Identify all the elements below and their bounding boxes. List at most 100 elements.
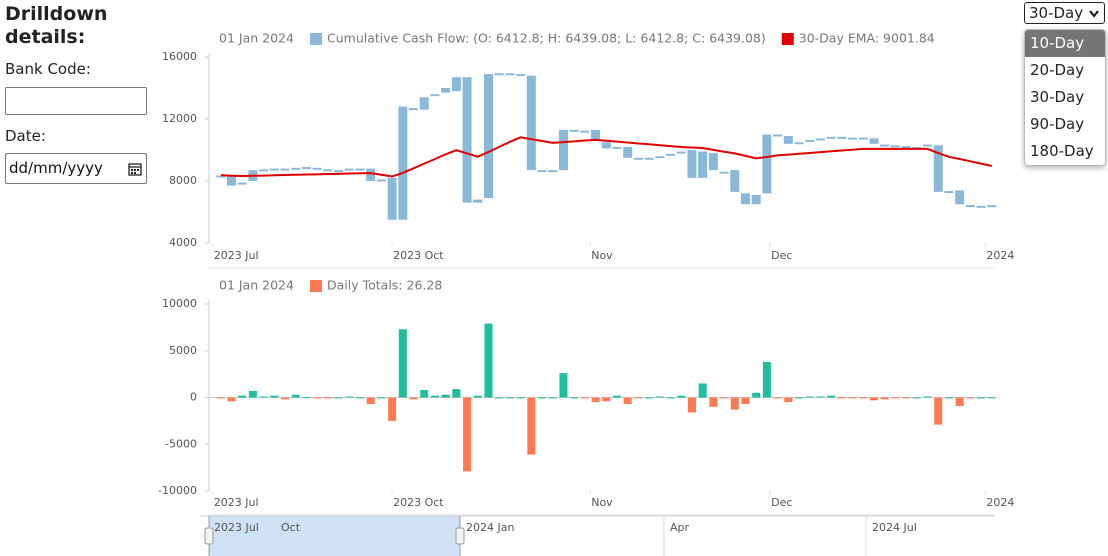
bar <box>687 397 696 413</box>
calendar-icon[interactable] <box>128 162 142 176</box>
candle <box>633 157 643 160</box>
period-option[interactable]: 20-Day <box>1030 61 1085 79</box>
candle <box>591 129 601 140</box>
candle <box>548 170 558 173</box>
bar <box>388 397 397 421</box>
candle <box>783 136 793 144</box>
candle <box>901 146 911 149</box>
navigator-label: Oct <box>281 521 301 534</box>
bar <box>741 397 750 405</box>
candle <box>344 168 354 171</box>
bar <box>923 396 932 398</box>
bar <box>912 397 921 399</box>
bar <box>409 397 418 400</box>
candle <box>623 146 633 158</box>
period-option[interactable]: 10-Day <box>1025 30 1105 57</box>
candle <box>505 73 515 76</box>
candle <box>451 77 461 92</box>
bar <box>248 390 257 398</box>
legend-label: 30-Day EMA: 9001.84 <box>799 31 935 46</box>
bar <box>281 397 290 400</box>
bar <box>430 395 439 398</box>
candle <box>376 179 386 182</box>
bar <box>355 397 364 399</box>
navigator-label: 2023 Jul <box>214 521 259 534</box>
candle <box>912 146 922 149</box>
bar <box>580 397 589 399</box>
bar <box>548 397 557 399</box>
bar <box>323 397 332 399</box>
y-tick-label: -10000 <box>158 484 197 497</box>
candle <box>537 170 547 173</box>
y-tick-label: 16000 <box>162 50 197 63</box>
bar <box>977 397 986 399</box>
candle <box>409 108 419 111</box>
period-option[interactable]: 180-Day <box>1030 142 1094 160</box>
candle <box>698 151 708 178</box>
candle <box>923 144 933 147</box>
bar <box>623 397 632 405</box>
x-tick-label: Nov <box>591 249 613 262</box>
bar <box>377 397 386 399</box>
bar <box>570 397 579 399</box>
candle <box>355 168 365 171</box>
candle <box>398 106 408 220</box>
bar <box>612 395 621 398</box>
bar <box>645 397 654 399</box>
y-tick-label: 12000 <box>162 112 197 125</box>
candle <box>815 138 825 141</box>
candle <box>794 142 804 145</box>
navigator-selection <box>209 516 460 556</box>
candle <box>569 129 579 132</box>
candle <box>494 73 504 76</box>
bar <box>216 397 225 399</box>
bar <box>891 397 900 399</box>
bar <box>602 397 611 402</box>
candle <box>666 153 676 156</box>
navigator-handle[interactable] <box>455 527 465 545</box>
candle <box>837 136 847 139</box>
candle <box>751 194 761 205</box>
candle <box>858 137 868 140</box>
date-input[interactable]: dd/mm/yyyy <box>5 153 147 184</box>
candle <box>280 168 290 171</box>
candle <box>301 167 311 170</box>
candle <box>291 167 301 170</box>
bar <box>516 397 525 399</box>
candle <box>259 169 269 172</box>
legend-label: Cumulative Cash Flow: (O: 6412.8; H: 643… <box>327 31 766 46</box>
bar <box>345 396 354 398</box>
bar <box>784 397 793 403</box>
bar <box>730 397 739 410</box>
legend-swatch <box>310 33 322 45</box>
candle <box>848 137 858 140</box>
candle <box>965 205 975 208</box>
bar <box>291 394 300 398</box>
bar <box>720 397 729 399</box>
candle <box>387 177 397 220</box>
candle <box>826 136 836 139</box>
candle <box>869 138 879 144</box>
candle <box>944 191 954 194</box>
bar <box>238 395 247 398</box>
period-option[interactable]: 30-Day <box>1030 88 1085 106</box>
candle <box>890 145 900 148</box>
bar <box>270 395 279 398</box>
candle <box>708 153 718 171</box>
bar <box>505 397 514 399</box>
bar <box>666 397 675 399</box>
candle <box>419 97 429 110</box>
candle <box>269 168 279 171</box>
bank-code-input[interactable] <box>5 87 147 115</box>
candle <box>762 134 772 194</box>
bar <box>816 396 825 398</box>
navigator-handle[interactable] <box>204 527 214 545</box>
x-tick-label: Dec <box>771 249 792 262</box>
bar <box>869 397 878 401</box>
y-tick-label: 8000 <box>169 174 197 187</box>
period-option[interactable]: 90-Day <box>1030 115 1085 133</box>
bar <box>655 396 664 398</box>
period-select[interactable]: 30-Day <box>1024 2 1105 24</box>
